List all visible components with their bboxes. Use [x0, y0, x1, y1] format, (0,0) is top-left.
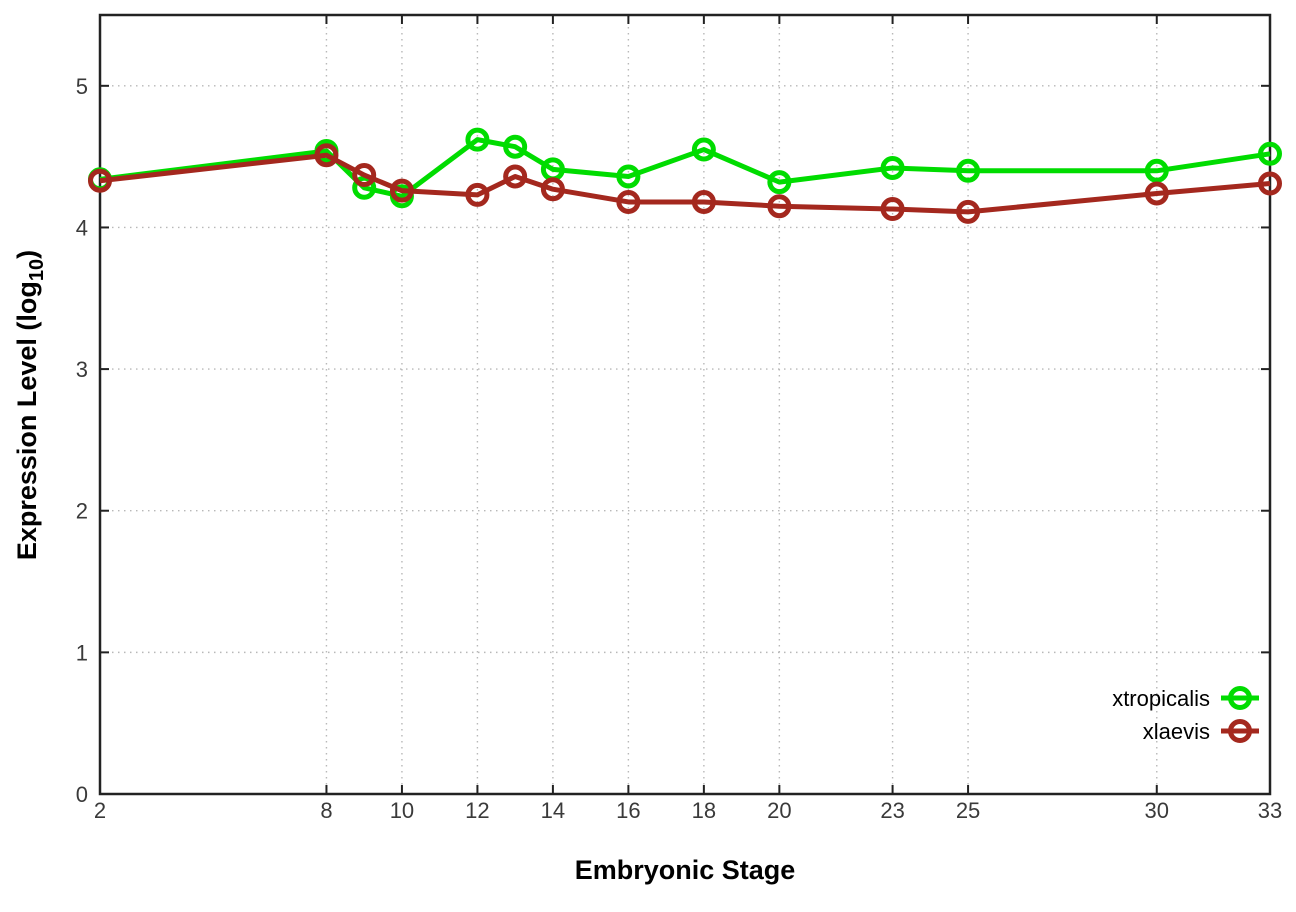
plot-border [98, 13, 1272, 796]
y-axis-title-close: ) [12, 250, 42, 259]
data-point-xlaevis [1144, 181, 1169, 206]
data-point-xlaevis [88, 168, 112, 193]
y-axis-title: Expression Level (log10) [12, 250, 48, 560]
data-point-xlaevis [956, 199, 981, 224]
x-tick-label: 30 [1145, 798, 1169, 823]
x-tick-label: 25 [956, 798, 980, 823]
x-tick-label: 2 [94, 798, 106, 823]
x-tick-label: 16 [616, 798, 640, 823]
data-point-xlaevis [352, 163, 377, 188]
x-tick-label: 8 [320, 798, 332, 823]
data-point-xtropicalis [1258, 141, 1282, 166]
data-point-xtropicalis [1144, 158, 1169, 183]
x-axis-title: Embryonic Stage [575, 855, 796, 885]
x-tick-label: 33 [1258, 798, 1282, 823]
data-point-xlaevis [540, 177, 565, 202]
data-point-xtropicalis [691, 137, 716, 162]
data-point-xtropicalis [956, 158, 981, 183]
axis-ticks [99, 15, 1271, 795]
data-series [88, 127, 1282, 224]
legend-marker-xtropicalis [1228, 686, 1252, 710]
data-point-xtropicalis [616, 164, 641, 189]
series-line-xtropicalis [99, 137, 1271, 199]
x-tick-label: 12 [465, 798, 489, 823]
x-tick-label: 18 [692, 798, 716, 823]
y-tick-label: 3 [76, 357, 88, 382]
data-point-xlaevis [767, 194, 792, 219]
data-point-xtropicalis [503, 134, 528, 159]
legend-label-xlaevis: xlaevis [1143, 719, 1210, 744]
y-axis-title-main: Expression Level (log [12, 281, 42, 560]
legend-marker-xlaevis [1228, 719, 1252, 743]
x-tick-label: 14 [541, 798, 565, 823]
data-point-xlaevis [691, 189, 716, 214]
y-tick-label: 0 [76, 782, 88, 807]
data-point-xtropicalis [880, 155, 905, 180]
legend: xtropicalis xlaevis [1112, 686, 1259, 744]
y-tick-label: 1 [76, 640, 88, 665]
plot-border-rect [98, 13, 1272, 796]
y-tick-label: 2 [76, 499, 88, 524]
series-line-xlaevis [99, 152, 1271, 215]
data-point-xlaevis [1258, 171, 1282, 196]
data-point-xlaevis [389, 178, 414, 203]
data-point-xtropicalis [352, 175, 377, 200]
y-tick-label: 4 [76, 215, 88, 240]
data-point-xlaevis [503, 164, 528, 189]
data-point-xlaevis [880, 197, 905, 222]
y-tick-label: 5 [76, 74, 88, 99]
gridlines [100, 15, 1270, 794]
data-point-xlaevis [314, 143, 339, 168]
data-point-xlaevis [616, 189, 641, 214]
y-axis-title-subscript: 10 [26, 259, 48, 281]
x-tick-label: 10 [390, 798, 414, 823]
x-tick-label: 20 [767, 798, 791, 823]
legend-label-xtropicalis: xtropicalis [1112, 686, 1210, 711]
x-tick-label: 23 [880, 798, 904, 823]
data-point-xtropicalis [465, 127, 490, 152]
data-point-xlaevis [465, 182, 490, 207]
data-point-xtropicalis [767, 170, 792, 195]
